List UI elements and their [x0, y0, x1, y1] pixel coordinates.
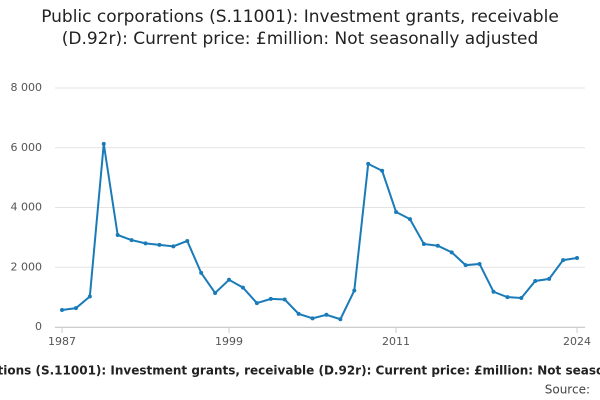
- point: [505, 295, 510, 300]
- point: [449, 250, 454, 255]
- point: [366, 161, 371, 166]
- point: [310, 316, 315, 321]
- point: [533, 278, 538, 283]
- x-tick-label: 1987: [48, 335, 76, 348]
- point: [435, 243, 440, 248]
- x-axis-label: Public corporations (S.11001): Investmen…: [0, 364, 600, 378]
- point: [199, 270, 204, 275]
- point: [227, 277, 232, 282]
- y-tick-label: 2 000: [11, 260, 43, 273]
- source: Source:: [545, 383, 590, 397]
- point: [407, 217, 412, 222]
- y-tick-label: 4 000: [11, 201, 43, 214]
- point: [254, 301, 259, 306]
- point: [143, 241, 148, 246]
- point: [129, 238, 134, 243]
- y-tick-label: 8 000: [11, 81, 43, 94]
- point: [60, 307, 64, 312]
- point: [296, 311, 301, 316]
- point: [547, 276, 552, 281]
- point: [394, 209, 399, 214]
- line: [61, 143, 578, 321]
- point: [519, 296, 524, 301]
- chart-title: Public corporations (S.11001): Investmen…: [41, 7, 559, 49]
- point: [115, 232, 120, 237]
- point: [477, 261, 482, 266]
- point: [282, 297, 287, 302]
- point: [561, 258, 566, 263]
- point: [491, 289, 496, 294]
- point: [101, 141, 106, 146]
- point: [73, 306, 78, 311]
- point: [463, 263, 468, 268]
- point: [240, 285, 245, 290]
- point: [324, 312, 329, 317]
- point: [380, 168, 385, 173]
- x-tick-label: 1999: [215, 335, 243, 348]
- point: [352, 288, 357, 293]
- point: [421, 241, 426, 246]
- y-tick-label: 0: [35, 320, 42, 333]
- point: [268, 296, 273, 301]
- point: [338, 317, 343, 322]
- point: [575, 255, 579, 260]
- point: [185, 238, 190, 243]
- x-tick-label: 2011: [382, 335, 410, 348]
- y-tick-label: 6 000: [11, 141, 43, 154]
- point: [157, 242, 162, 247]
- point: [213, 290, 218, 295]
- point: [171, 244, 176, 249]
- x-tick-label: 2024: [563, 335, 591, 348]
- point: [87, 294, 92, 299]
